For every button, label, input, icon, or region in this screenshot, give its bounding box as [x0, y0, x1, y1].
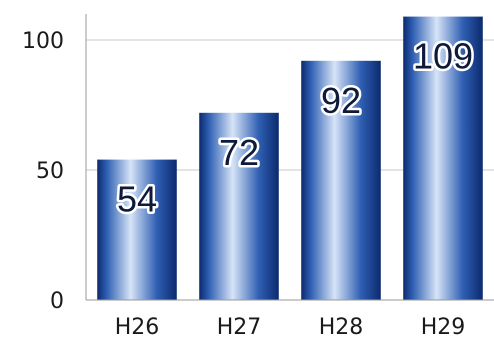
x-tick-label-H28: H28	[319, 315, 364, 340]
bar-H29	[403, 16, 483, 300]
labels: 0 50 100 54 H26 72 H27 92 H28 109 H29	[22, 29, 476, 340]
x-tick-label-H27: H27	[217, 315, 262, 340]
y-tick-label: 100	[22, 29, 64, 54]
bar-H26	[97, 159, 177, 300]
x-tick-label-H26: H26	[115, 315, 160, 340]
y-tick-label: 0	[50, 289, 64, 314]
bar-H28	[301, 60, 381, 300]
data-label-H29: 109	[413, 36, 473, 77]
bar-H27	[199, 112, 279, 300]
data-label-H26: 54	[117, 179, 157, 220]
data-label-H27: 72	[219, 132, 259, 173]
axes	[85, 14, 494, 301]
x-tick-label-H29: H29	[421, 315, 466, 340]
bars	[97, 16, 483, 300]
data-label-H28: 92	[321, 80, 361, 121]
y-tick-label: 50	[36, 159, 64, 184]
